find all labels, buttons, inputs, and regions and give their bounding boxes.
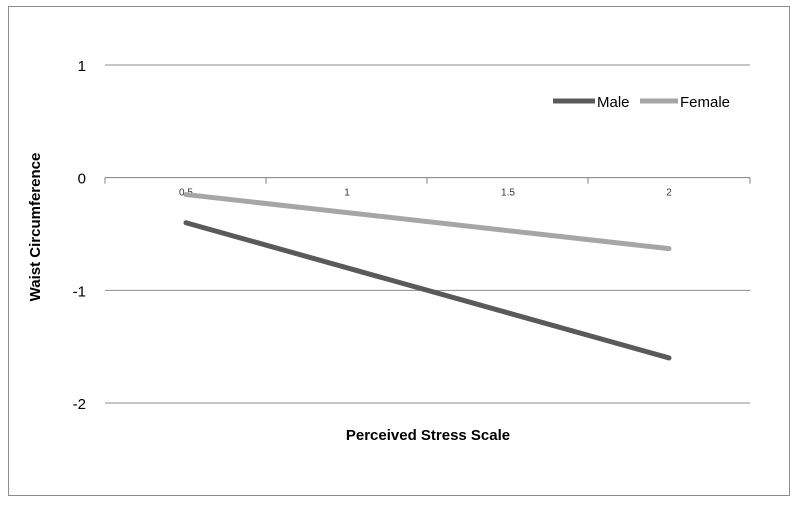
x-tick-label: 1.5 [501,188,515,199]
y-tick-labels: 1 0 -1 -2 [73,58,86,413]
x-axis [104,177,751,184]
y-tick-label: -1 [73,283,86,300]
x-tick-labels: 0.5 1 1.5 2 [179,188,672,199]
series-lines [183,192,672,361]
legend-label-female: Female [680,94,730,111]
series-line-male [183,220,672,361]
y-axis-title: Waist Circumference [27,153,44,302]
x-tick-label: 1 [344,188,350,199]
series-line-female [183,192,672,252]
y-tick-label: -2 [73,396,86,413]
legend-label-male: Male [597,94,630,111]
x-tick-label: 2 [666,188,672,199]
chart-frame [8,6,790,496]
legend: Male Female [553,94,730,111]
y-tick-label: 0 [78,171,86,188]
x-axis-title: Perceived Stress Scale [346,427,510,444]
y-tick-label: 1 [78,58,86,75]
